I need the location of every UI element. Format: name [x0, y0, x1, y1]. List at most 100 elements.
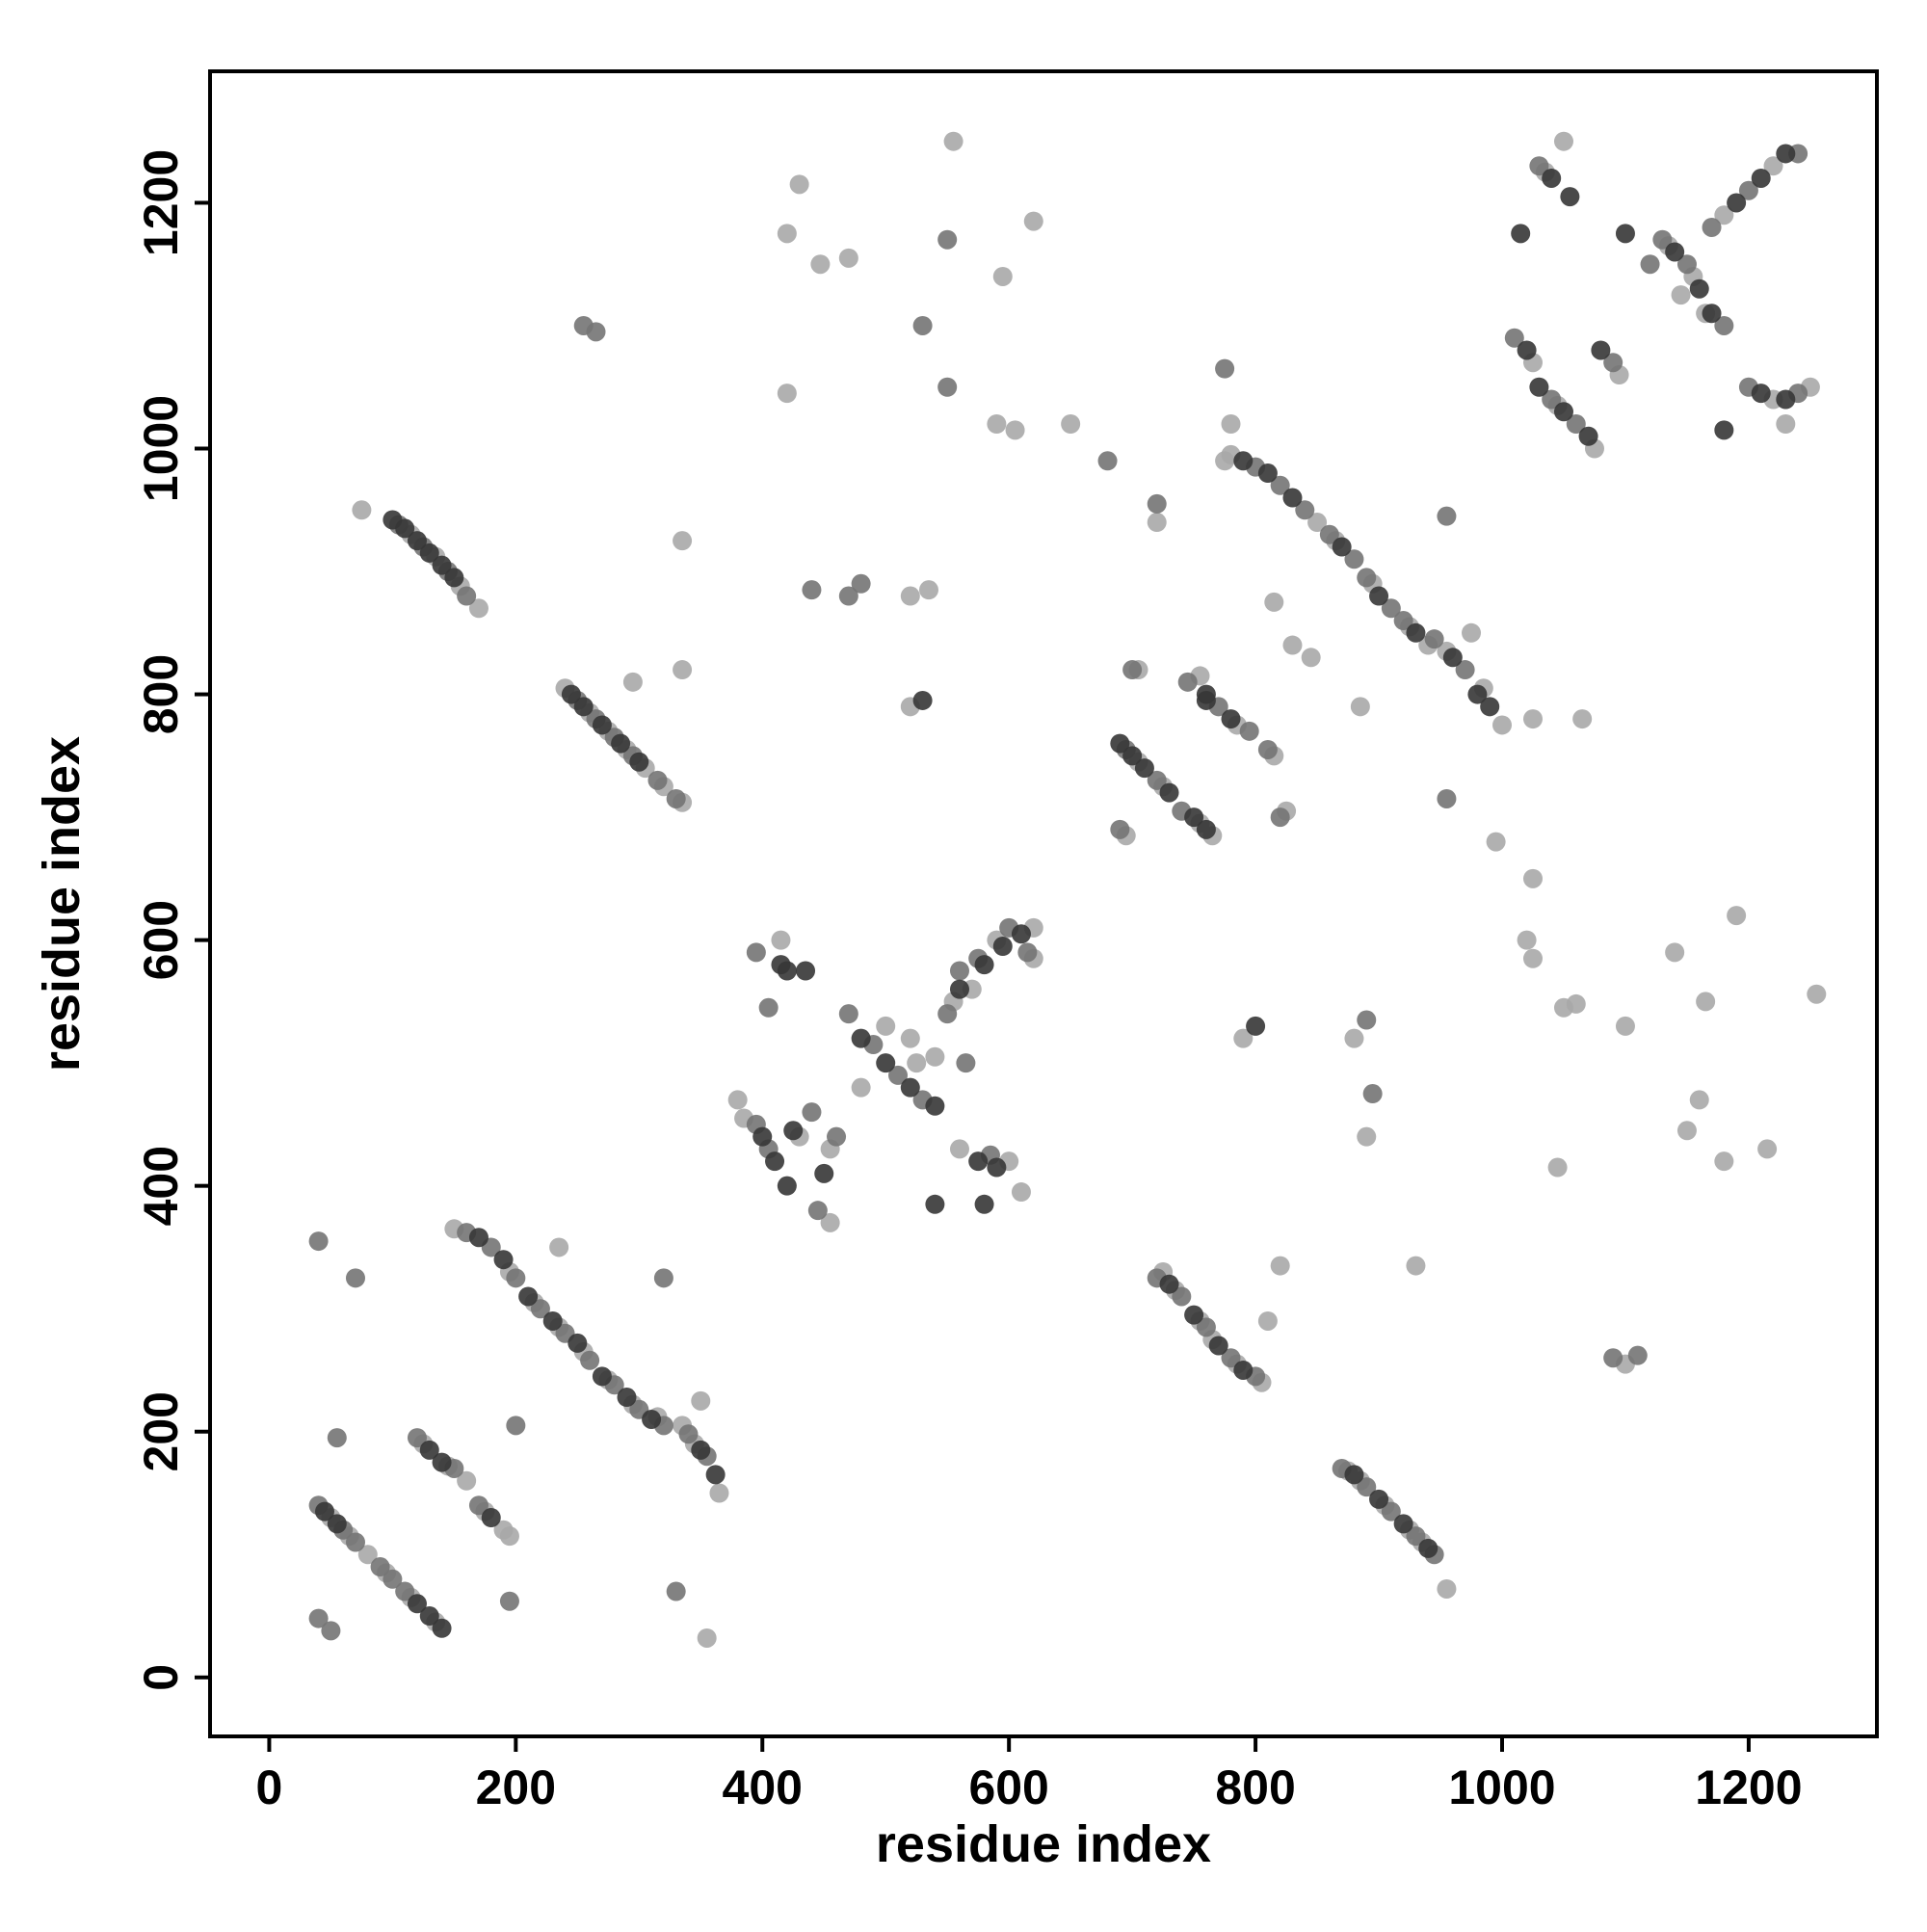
point: [1282, 488, 1303, 508]
point: [1134, 758, 1154, 779]
x-axis-label: residue index: [876, 1815, 1211, 1873]
point: [1615, 1016, 1635, 1036]
point: [1696, 992, 1716, 1012]
point: [481, 1508, 501, 1528]
point: [802, 580, 822, 600]
point: [1517, 930, 1537, 950]
point: [1393, 611, 1413, 631]
point: [968, 1151, 989, 1172]
point: [987, 414, 1007, 435]
point: [1676, 1121, 1697, 1141]
point: [925, 1194, 945, 1214]
point: [1393, 1514, 1413, 1534]
y-tick-label: 0: [134, 1664, 188, 1691]
point: [1270, 475, 1290, 495]
point: [1017, 942, 1038, 963]
point: [1522, 709, 1543, 729]
point: [827, 1126, 847, 1147]
point: [1233, 1028, 1254, 1048]
point: [1208, 1336, 1228, 1356]
y-tick-label: 200: [134, 1391, 188, 1471]
point: [956, 1053, 976, 1073]
point: [1357, 1126, 1377, 1147]
point: [383, 1569, 403, 1589]
point: [1270, 1256, 1290, 1276]
point: [1221, 1348, 1241, 1368]
point: [1763, 156, 1783, 176]
point: [777, 1176, 797, 1196]
point: [1159, 1274, 1179, 1294]
point: [1671, 285, 1691, 305]
point: [1727, 193, 1747, 213]
point: [900, 1077, 920, 1098]
point: [673, 660, 693, 680]
point: [419, 1606, 439, 1627]
y-tick-label: 1200: [134, 149, 188, 256]
point: [1418, 1538, 1439, 1558]
point: [1437, 1578, 1457, 1599]
point: [1381, 598, 1401, 619]
point: [1689, 278, 1709, 299]
point: [1233, 1360, 1254, 1380]
point: [1462, 622, 1482, 643]
point: [1196, 819, 1216, 839]
point: [807, 1201, 828, 1221]
point: [611, 733, 631, 754]
point: [727, 1090, 748, 1110]
point: [1467, 684, 1488, 704]
point: [691, 1440, 711, 1460]
point: [499, 1591, 519, 1611]
point: [838, 586, 858, 606]
point: [622, 672, 643, 692]
point: [1369, 1489, 1389, 1509]
point: [1776, 144, 1796, 164]
point: [949, 961, 969, 981]
point: [1751, 168, 1771, 188]
point: [506, 1416, 526, 1436]
point: [1689, 1090, 1709, 1110]
point: [592, 1366, 612, 1387]
point: [1627, 1345, 1648, 1365]
point: [327, 1428, 347, 1448]
point: [1504, 328, 1524, 348]
point: [992, 266, 1013, 286]
point: [1332, 537, 1352, 557]
point: [918, 580, 938, 600]
point: [1615, 224, 1635, 244]
point: [1282, 635, 1303, 655]
point: [1239, 721, 1259, 741]
point: [327, 1514, 347, 1534]
point: [568, 1333, 588, 1353]
point: [1011, 1182, 1031, 1203]
point: [1714, 205, 1734, 225]
point: [345, 1268, 365, 1288]
point: [352, 500, 372, 520]
point: [666, 788, 686, 808]
point: [1023, 211, 1043, 231]
point: [1196, 1317, 1216, 1337]
point: [1344, 1465, 1364, 1485]
point: [876, 1053, 896, 1073]
point: [925, 1046, 945, 1067]
point: [912, 690, 933, 710]
point: [444, 568, 464, 588]
point: [530, 1299, 550, 1319]
point: [1640, 254, 1660, 275]
point: [1727, 906, 1747, 926]
point: [1547, 1157, 1568, 1178]
point: [321, 1621, 341, 1641]
plot-frame: [208, 69, 1879, 1738]
point: [617, 1388, 637, 1408]
point: [1344, 549, 1364, 569]
point: [1177, 672, 1198, 692]
point: [1529, 156, 1549, 176]
x-tick-label: 800: [1215, 1760, 1295, 1814]
point: [1406, 622, 1426, 643]
point: [419, 543, 439, 563]
point: [987, 1157, 1007, 1178]
point: [1492, 715, 1513, 735]
point: [1159, 782, 1179, 803]
point: [697, 1628, 717, 1648]
point: [1257, 739, 1278, 759]
point: [1553, 402, 1573, 422]
